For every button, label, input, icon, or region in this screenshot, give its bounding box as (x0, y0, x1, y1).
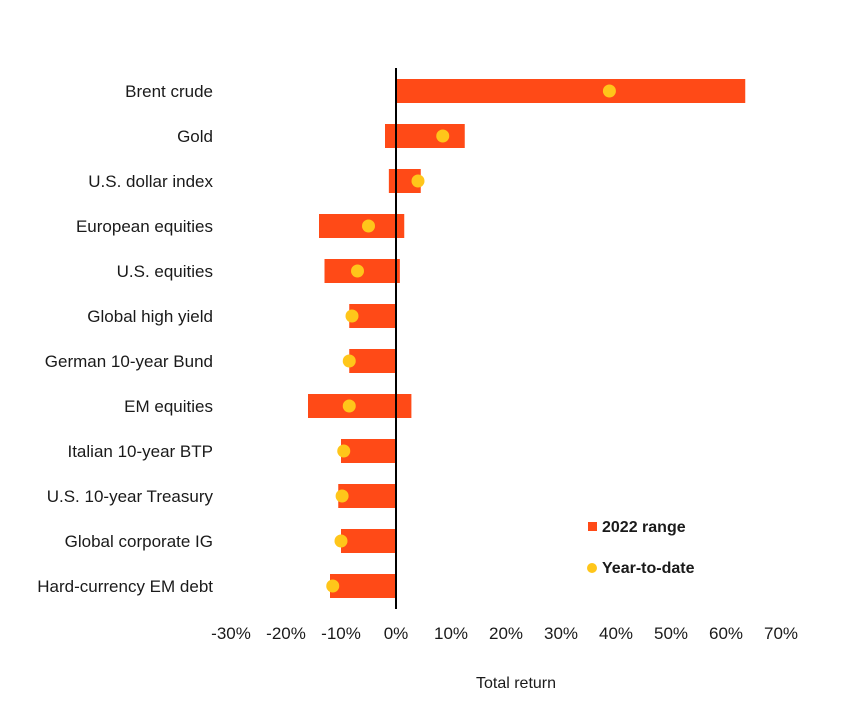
x-axis-title: Total return (476, 675, 556, 692)
legend-marker-ytd (587, 563, 597, 573)
category-label: Global high yield (87, 307, 213, 326)
legend-swatch-range (588, 522, 597, 531)
x-tick-label: -10% (321, 624, 361, 643)
category-label: Gold (177, 127, 213, 146)
x-tick-label: 0% (384, 624, 409, 643)
x-tick-label: 20% (489, 624, 523, 643)
range-bar (385, 124, 465, 148)
ytd-marker (326, 579, 340, 593)
ytd-marker (335, 489, 349, 503)
ytd-marker (337, 444, 351, 458)
ytd-marker (345, 309, 359, 323)
x-tick-label: 50% (654, 624, 688, 643)
ytd-marker (342, 399, 356, 413)
legend-label-range: 2022 range (602, 519, 686, 536)
category-label: U.S. equities (117, 262, 213, 281)
x-tick-label: 40% (599, 624, 633, 643)
category-label: Brent crude (125, 82, 213, 101)
category-label: Hard-currency EM debt (37, 577, 213, 596)
x-tick-label: 70% (764, 624, 798, 643)
category-label: European equities (76, 217, 213, 236)
x-tick-label: 60% (709, 624, 743, 643)
legend-label-ytd: Year-to-date (602, 560, 695, 577)
range-bar (341, 529, 396, 553)
ytd-marker (362, 219, 375, 233)
ytd-marker (602, 84, 616, 98)
range-bar (308, 394, 412, 418)
ytd-marker (351, 264, 364, 278)
range-bar (330, 574, 396, 598)
ytd-marker (411, 174, 425, 188)
category-label: German 10-year Bund (45, 352, 213, 371)
category-label: U.S. 10-year Treasury (47, 487, 214, 506)
x-tick-label: 30% (544, 624, 578, 643)
x-tick-label: -30% (211, 624, 251, 643)
category-label: Italian 10-year BTP (67, 442, 213, 461)
x-tick-label: -20% (266, 624, 306, 643)
ytd-marker (334, 534, 348, 548)
range-bar (349, 349, 396, 373)
category-label: U.S. dollar index (88, 172, 213, 191)
range-bar (396, 79, 746, 103)
ytd-marker (342, 354, 356, 368)
ytd-marker (436, 129, 450, 143)
category-label: Global corporate IG (65, 532, 213, 551)
category-label: EM equities (124, 397, 213, 416)
x-tick-label: 10% (434, 624, 468, 643)
range-bar (319, 214, 405, 238)
